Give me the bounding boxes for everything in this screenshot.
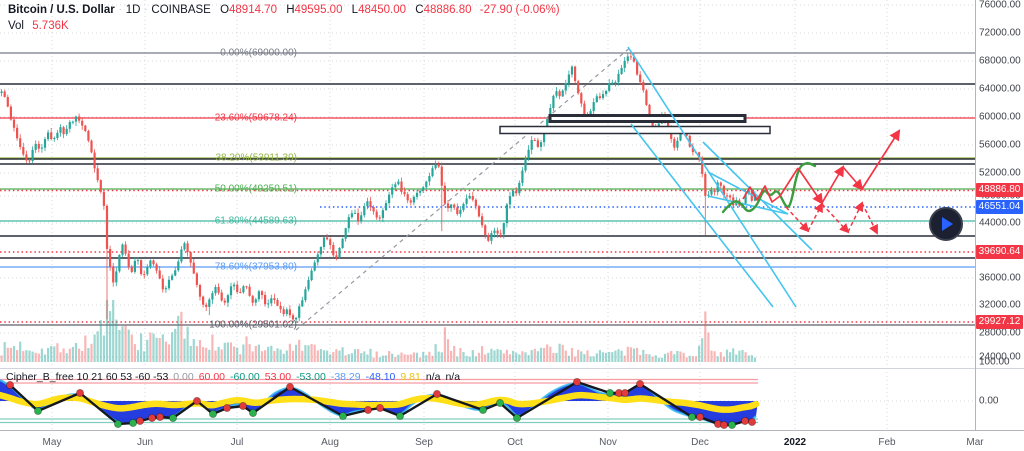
play-icon (942, 217, 953, 231)
price-axis-label: 60000.00 (979, 111, 1021, 123)
separator-dot: · (118, 4, 122, 14)
price-axis-label: 32000.00 (979, 299, 1021, 311)
high-label: H (286, 4, 295, 16)
time-axis-label: Nov (599, 437, 617, 448)
time-axis-label: Feb (878, 437, 896, 448)
low-value: 48450.00 (358, 4, 407, 16)
price-axis-label: 36000.00 (979, 272, 1021, 284)
low-label: L (351, 4, 359, 16)
indicator-value: 60.00 (198, 371, 225, 383)
indicator-value: 0.00 (173, 371, 194, 383)
time-axis-label: Jun (136, 437, 154, 448)
time-axis-label: Mar (966, 437, 984, 448)
price-axis-label: 24000.00 (979, 351, 1021, 363)
fib-level-label: 100.00%(29501.02) (209, 319, 297, 331)
time-axis-label: Jul (230, 437, 244, 448)
price-badge: 48886.80 (976, 183, 1023, 197)
symbol-name[interactable]: Bitcoin / U.S. Dollar (8, 4, 115, 16)
indicator-value: -48.10 (365, 371, 396, 383)
price-axis-label: 76000.00 (979, 0, 1021, 11)
indicator-value: -60.00 (230, 371, 260, 383)
replay-play-button[interactable] (929, 207, 963, 241)
indicator-value: n/a (445, 371, 461, 383)
price-axis-label: 0.00 (979, 395, 999, 407)
indicator-value: 53.00 (264, 371, 292, 383)
fib-level-label: 0.00%(69000.00) (220, 47, 297, 59)
price-axis-label: 72000.00 (979, 27, 1021, 39)
price-axis-label: 56000.00 (979, 139, 1021, 151)
close-value: 48886.80 (423, 4, 472, 16)
high-value: 49595.00 (294, 4, 343, 16)
fib-level-label: 50.00%(49250.51) (214, 183, 297, 195)
open-value: 48914.70 (229, 4, 277, 16)
price-axis-label: 28000.00 (979, 327, 1021, 339)
price-axis-label: 64000.00 (979, 83, 1021, 95)
exchange-name: COINBASE (151, 4, 211, 16)
timeframe-selector[interactable]: 1D (125, 4, 141, 16)
price-badge: 39690.64 (976, 245, 1023, 259)
indicator-status-row[interactable]: Cipher_B_free 10 21 60 53 -60 -53 0.00 60.… (6, 371, 465, 383)
time-axis-label: Aug (321, 437, 339, 448)
volume-value: 5.736K (32, 20, 69, 32)
change-value: -27.90 (-0.06%) (479, 4, 560, 16)
fib-level-label: 78.60%(37953.80) (214, 261, 297, 273)
fib-level-label: 38.20%(53911.39) (215, 152, 297, 164)
fib-level-label: 61.80%(44589.63) (214, 215, 297, 227)
close-label: C (415, 4, 424, 16)
time-axis-label: Dec (691, 437, 709, 448)
price-axis-label: 44000.00 (979, 217, 1021, 229)
price-badge: 29927.12 (976, 315, 1023, 329)
price-axis-label: 100.00 (979, 356, 1010, 368)
price-axis-label: 52000.00 (979, 167, 1021, 179)
time-axis-label: Oct (507, 437, 523, 448)
indicator-value: n/a (425, 371, 441, 383)
price-badge: 46551.04 (976, 200, 1023, 214)
price-axis-label: 68000.00 (979, 55, 1021, 67)
open-label: O (220, 4, 230, 16)
volume-indicator-row[interactable]: Vol 5.736K (8, 20, 69, 32)
indicator-value: -38.29 (330, 371, 361, 383)
indicator-value: 9.81 (400, 371, 421, 383)
separator-dot: · (144, 4, 148, 14)
time-axis-label: Sep (415, 437, 433, 448)
indicator-value: -53.00 (296, 371, 326, 383)
indicator-title[interactable]: Cipher_B_free 10 21 60 53 -60 -53 (6, 371, 169, 383)
time-axis-label: 2022 (783, 437, 807, 448)
volume-label: Vol (8, 20, 24, 32)
time-axis-label: May (42, 437, 62, 448)
fib-level-label: 23.60%(59678.24) (214, 112, 297, 124)
symbol-header[interactable]: Bitcoin / U.S. Dollar · 1D · COINBASE O48914… (8, 4, 560, 16)
